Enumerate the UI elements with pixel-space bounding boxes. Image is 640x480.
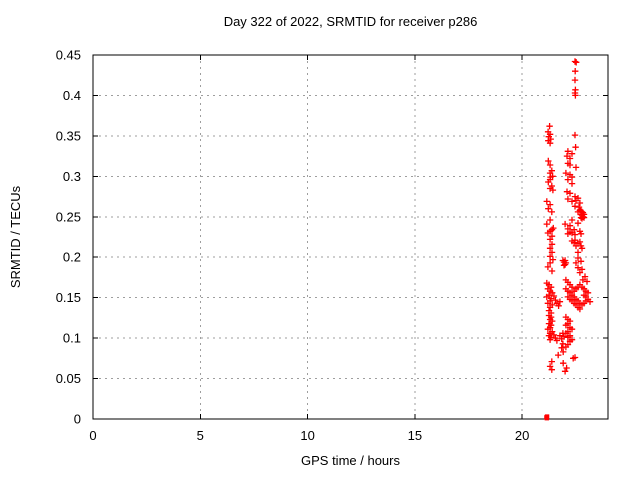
y-tick-label: 0.4 bbox=[63, 88, 81, 103]
y-tick-label: 0.2 bbox=[63, 250, 81, 265]
scatter-point-square bbox=[544, 415, 550, 421]
y-tick-label: 0.15 bbox=[56, 290, 81, 305]
y-tick-label: 0.35 bbox=[56, 128, 81, 143]
y-tick-label: 0.45 bbox=[56, 48, 81, 63]
y-tick-label: 0 bbox=[74, 412, 81, 427]
x-tick-label: 5 bbox=[197, 428, 204, 443]
plot-border bbox=[92, 54, 609, 420]
y-tick-label: 0.05 bbox=[56, 371, 81, 386]
x-tick-label: 0 bbox=[89, 428, 96, 443]
scatter-points-plus bbox=[543, 58, 594, 375]
x-axis-label: GPS time / hours bbox=[301, 453, 400, 468]
y-tick-label: 0.3 bbox=[63, 169, 81, 184]
x-tick-label: 15 bbox=[408, 428, 422, 443]
chart-title: Day 322 of 2022, SRMTID for receiver p28… bbox=[223, 14, 478, 29]
y-tick-label: 0.25 bbox=[56, 209, 81, 224]
x-tick-label: 10 bbox=[300, 428, 314, 443]
y-tick-label: 0.1 bbox=[63, 331, 81, 346]
x-tick-label: 20 bbox=[515, 428, 529, 443]
